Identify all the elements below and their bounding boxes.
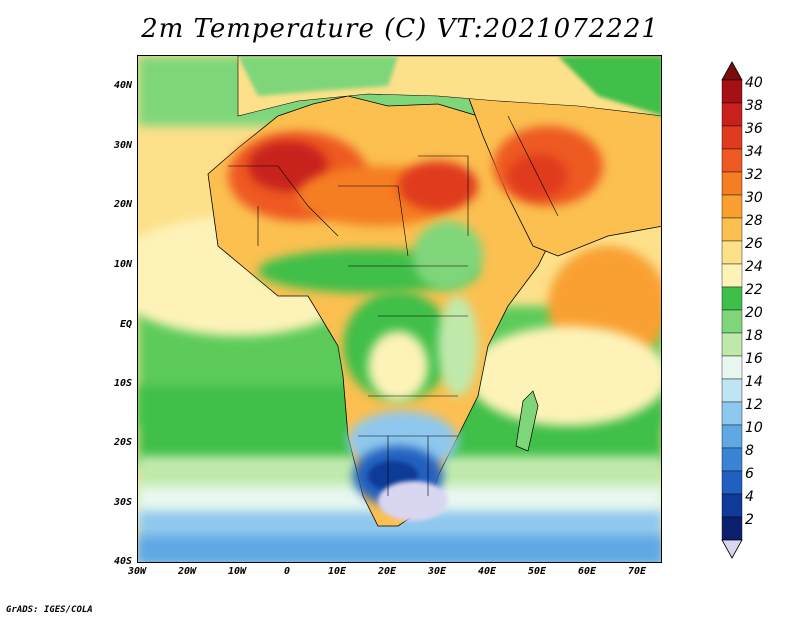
temperature-map [137,55,662,563]
colorbar-label-22: 22 [745,282,763,298]
colorbar-band [721,470,743,495]
colorbar-band [721,309,743,334]
colorbar-band [721,148,743,173]
lat-label-40s: 40S [113,556,132,567]
colorbar-band [721,79,743,104]
lon-label-30e: 30E [427,566,447,577]
colorbar-label-40: 40 [745,75,763,91]
colorbar-band [721,493,743,518]
colorbar-band [721,378,743,403]
colorbar-label-20: 20 [745,305,763,321]
colorbar-label-14: 14 [745,374,763,390]
temperature-field [138,56,661,562]
lon-label-10w: 10W [227,566,247,577]
colorbar-band [721,447,743,472]
lat-label-20n: 20N [113,199,132,210]
colorbar-label-28: 28 [745,213,763,229]
lon-label-70e: 70E [627,566,647,577]
colorbar-band [721,263,743,288]
colorbar-band [721,102,743,127]
colorbar-label-18: 18 [745,328,763,344]
lon-label-10e: 10E [327,566,347,577]
lon-label-0: 0 [283,566,291,577]
colorbar-label-24: 24 [745,259,763,275]
colorbar-band [721,355,743,380]
colorbar-band [721,194,743,219]
colorbar-over-arrow [721,61,743,81]
colorbar-label-2: 2 [745,512,754,528]
lon-label-20w: 20W [177,566,197,577]
map-title: 2m Temperature (C) VT:2021072221 [141,14,659,44]
colorbar-label-30: 30 [745,190,763,206]
colorbar-band [721,332,743,357]
colorbar-under-arrow [721,539,743,559]
lat-label-10s: 10S [113,378,132,389]
lon-label-30w: 30W [127,566,147,577]
colorbar-label-32: 32 [745,167,763,183]
colorbar-band [721,286,743,311]
lat-label-10n: 10N [113,259,132,270]
lat-label-30s: 30S [113,497,132,508]
colorbar-label-34: 34 [745,144,763,160]
colorbar-band [721,171,743,196]
lon-label-50e: 50E [527,566,547,577]
colorbar-label-26: 26 [745,236,763,252]
lat-label-40n: 40N [113,80,132,91]
colorbar-label-6: 6 [745,466,754,482]
lat-label-20s: 20S [113,437,132,448]
colorbar [721,61,743,559]
colorbar-bands [721,79,743,541]
colorbar-band [721,240,743,265]
colorbar-label-8: 8 [745,443,754,459]
colorbar-label-16: 16 [745,351,763,367]
lat-label-eq: EQ [119,319,132,330]
colorbar-label-10: 10 [745,420,763,436]
colorbar-label-36: 36 [745,121,763,137]
colorbar-band [721,401,743,426]
lon-label-60e: 60E [577,566,597,577]
colorbar-label-4: 4 [745,489,754,505]
colorbar-band [721,424,743,449]
colorbar-band [721,125,743,150]
colorbar-label-12: 12 [745,397,763,413]
colorbar-band [721,217,743,242]
lat-label-30n: 30N [113,140,132,151]
lon-label-40e: 40E [477,566,497,577]
lon-label-20e: 20E [377,566,397,577]
grads-credit: GrADS: IGES/COLA [6,605,93,615]
colorbar-label-38: 38 [745,98,763,114]
colorbar-band [721,516,743,541]
